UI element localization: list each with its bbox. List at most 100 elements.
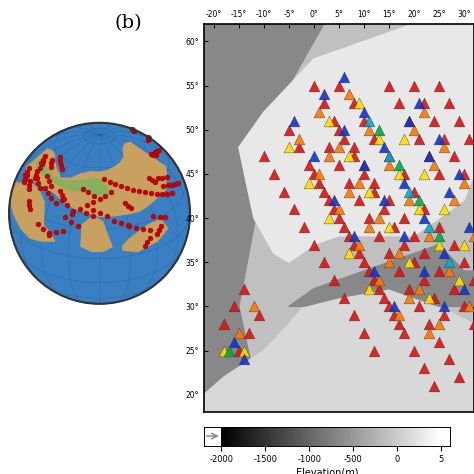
Point <box>425 320 433 328</box>
Point <box>340 294 348 301</box>
Point <box>335 214 343 222</box>
Point <box>400 214 408 222</box>
Point <box>350 100 358 107</box>
Point <box>460 179 468 186</box>
Point <box>340 135 348 142</box>
Point <box>440 250 448 257</box>
Point <box>375 276 383 283</box>
Point <box>455 373 463 381</box>
Point <box>230 302 237 310</box>
Polygon shape <box>123 219 168 252</box>
Point <box>430 117 438 125</box>
Point <box>385 161 393 169</box>
Point <box>315 108 323 116</box>
Point <box>345 232 353 239</box>
Point <box>460 285 468 292</box>
Point <box>335 205 343 213</box>
Point <box>260 153 268 160</box>
Point <box>455 117 463 125</box>
Point <box>400 179 408 186</box>
Point <box>420 100 428 107</box>
Point <box>360 258 368 266</box>
Point <box>435 267 443 275</box>
Point <box>450 153 458 160</box>
Point <box>435 320 443 328</box>
Point <box>435 135 443 142</box>
Point <box>460 170 468 178</box>
Point <box>400 232 408 239</box>
Point <box>310 153 318 160</box>
Point <box>425 153 433 160</box>
Point <box>365 214 373 222</box>
Point <box>440 302 448 310</box>
Point <box>415 135 423 142</box>
Point <box>410 82 418 89</box>
Point <box>360 329 368 337</box>
Point <box>335 144 343 151</box>
Point <box>400 329 408 337</box>
Point <box>390 311 398 319</box>
Point <box>455 276 463 283</box>
Point <box>385 258 393 266</box>
Point <box>440 135 448 142</box>
Point <box>460 302 468 310</box>
Point <box>255 311 263 319</box>
Circle shape <box>9 123 190 304</box>
Point <box>450 241 458 248</box>
Point <box>465 135 473 142</box>
Point <box>345 91 353 98</box>
Point <box>450 285 458 292</box>
Point <box>235 329 243 337</box>
Point <box>445 356 453 363</box>
Point <box>390 223 398 231</box>
Point <box>300 223 308 231</box>
Point <box>405 117 413 125</box>
Point <box>385 302 393 310</box>
Point <box>465 223 473 231</box>
Point <box>445 267 453 275</box>
Point <box>370 347 378 355</box>
Point <box>370 188 378 195</box>
Point <box>295 144 303 151</box>
Polygon shape <box>204 24 324 412</box>
Point <box>425 153 433 160</box>
Point <box>395 267 403 275</box>
Point <box>240 285 247 292</box>
Point <box>325 214 333 222</box>
Point <box>400 135 408 142</box>
Point <box>280 188 288 195</box>
Point <box>370 276 378 283</box>
Point <box>270 170 278 178</box>
Point <box>405 258 413 266</box>
Point <box>335 126 343 134</box>
Point <box>375 285 383 292</box>
Point <box>365 188 373 195</box>
Point <box>415 205 423 213</box>
Point <box>435 82 443 89</box>
Point <box>460 258 468 266</box>
Point <box>225 347 233 355</box>
X-axis label: Elevation(m): Elevation(m) <box>296 467 358 474</box>
Point <box>425 223 433 231</box>
Point <box>385 223 393 231</box>
Point <box>425 329 433 337</box>
Point <box>365 267 373 275</box>
Point <box>230 338 237 346</box>
Text: (b): (b) <box>114 14 142 32</box>
Point <box>405 285 413 292</box>
Point <box>330 117 337 125</box>
Point <box>445 100 453 107</box>
Point <box>365 223 373 231</box>
Point <box>410 188 418 195</box>
Point <box>400 241 408 248</box>
Point <box>420 108 428 116</box>
Point <box>220 347 228 355</box>
Point <box>420 276 428 283</box>
Point <box>340 126 348 134</box>
Point <box>435 170 443 178</box>
Point <box>330 205 337 213</box>
Point <box>435 338 443 346</box>
Point <box>385 197 393 204</box>
Point <box>420 365 428 372</box>
Point <box>385 82 393 89</box>
